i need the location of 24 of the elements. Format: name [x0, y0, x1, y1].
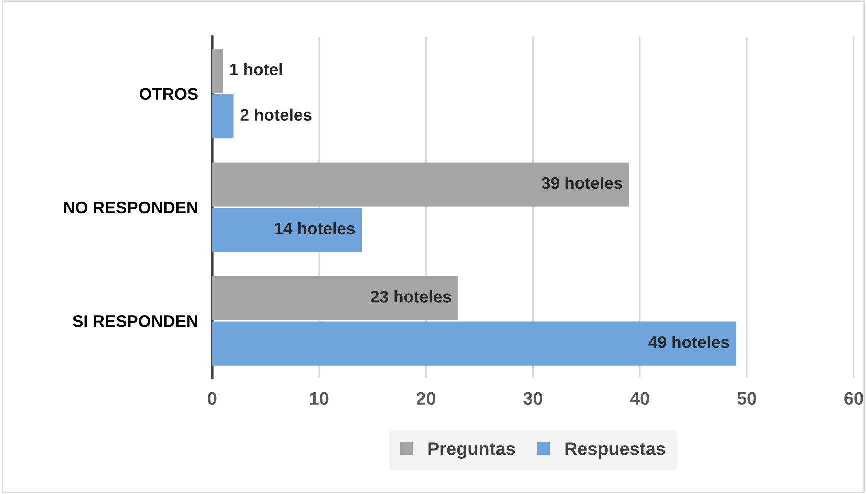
data-label: 2 hoteles	[240, 108, 312, 122]
x-tick-label: 40	[630, 392, 650, 406]
y-tick-label: NO RESPONDEN	[64, 202, 198, 214]
bar	[212, 94, 234, 139]
bar	[212, 49, 224, 94]
bar	[212, 322, 736, 366]
x-tick-label: 30	[524, 392, 543, 406]
data-label: 23 hoteles	[371, 290, 452, 303]
data-label: 14 hoteles	[275, 222, 356, 235]
x-tick-label: 0	[208, 392, 217, 406]
data-label: 49 hoteles	[648, 336, 730, 348]
bar	[212, 276, 458, 320]
x-tick-label: 20	[416, 392, 436, 406]
x-tick-label: 50	[738, 392, 756, 406]
x-tick-label: 60	[844, 392, 864, 406]
legend-label: Respuestas	[566, 442, 666, 459]
bar	[212, 208, 362, 252]
data-label: 39 hoteles	[542, 176, 622, 190]
y-tick-label: SI RESPONDEN	[73, 316, 198, 328]
data-label: 1 hotel	[230, 63, 282, 76]
y-tick-label: OTROS	[140, 88, 198, 100]
x-tick-label: 10	[310, 392, 329, 406]
legend-label: Preguntas	[428, 442, 516, 459]
bar	[212, 162, 630, 207]
